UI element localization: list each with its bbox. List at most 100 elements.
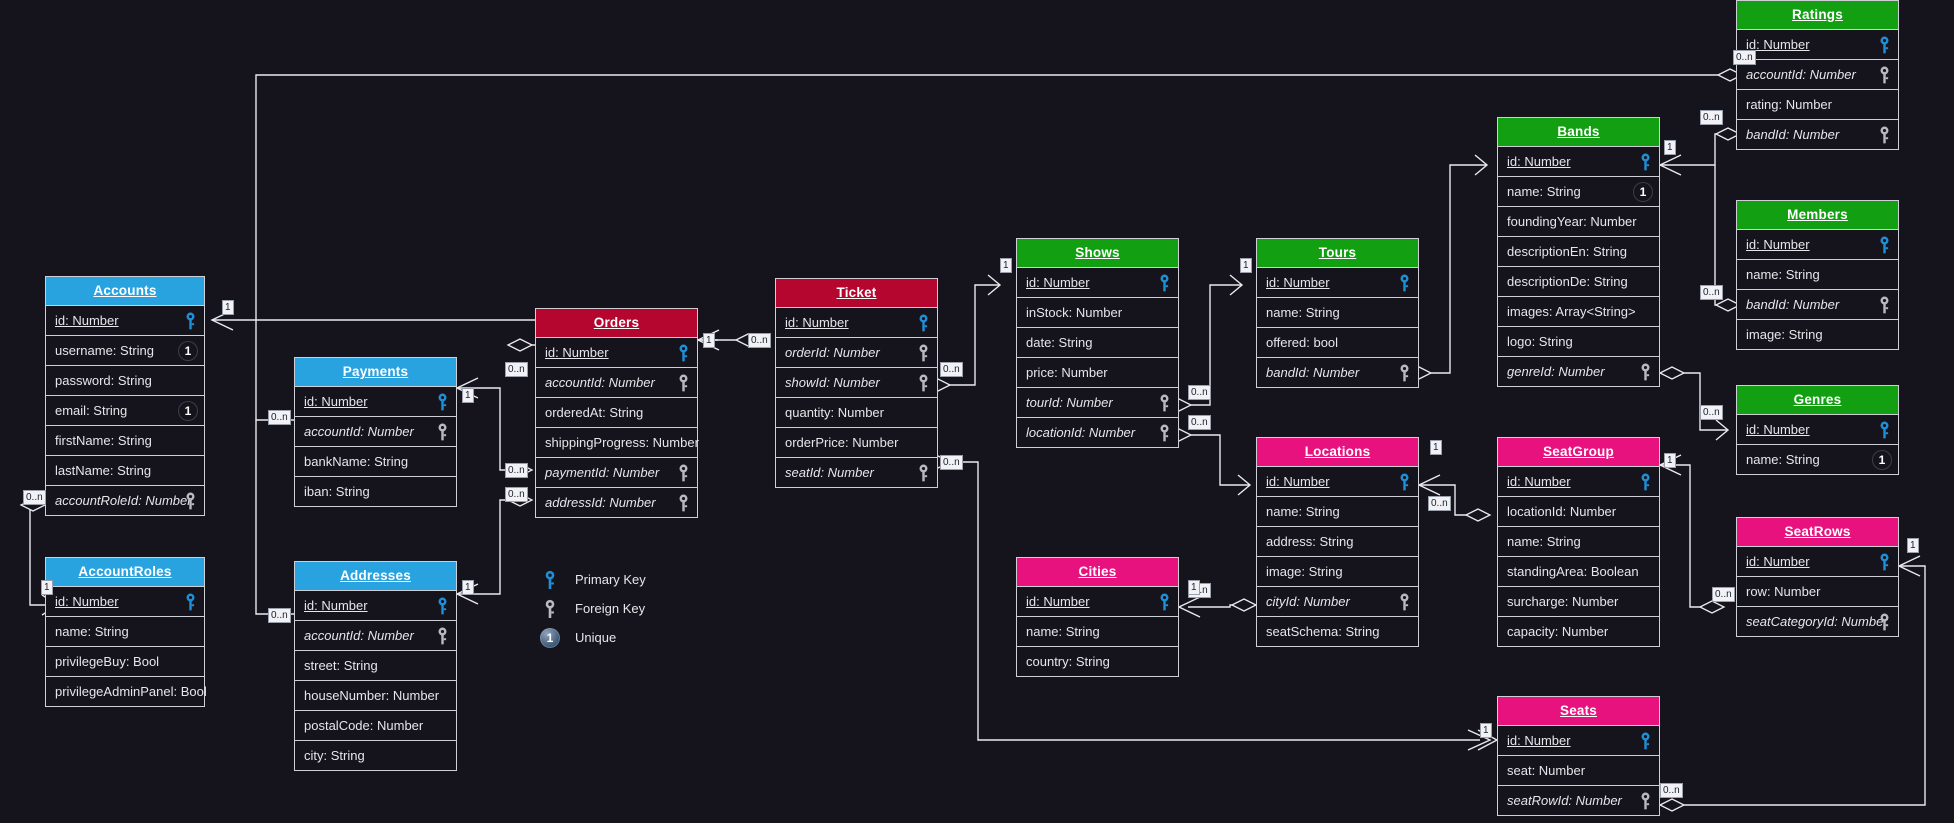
entity-field[interactable]: postalCode: Number xyxy=(295,710,456,740)
entity-field[interactable]: genreId: Number xyxy=(1498,356,1659,386)
entity-field[interactable]: paymentId: Number xyxy=(536,457,697,487)
entity-locations[interactable]: Locations id: Number name: String address: … xyxy=(1256,437,1419,647)
entity-field[interactable]: city: String xyxy=(295,740,456,770)
entity-field[interactable]: accountRoleId: Number xyxy=(46,485,204,515)
entity-addresses[interactable]: Addresses id: Number accountId: Number stre… xyxy=(294,561,457,771)
entity-field[interactable]: offered: bool xyxy=(1257,327,1418,357)
entity-accountroles[interactable]: AccountRoles id: Number name: String privil… xyxy=(45,557,207,707)
entity-field[interactable]: name: String xyxy=(1737,259,1898,289)
entity-field[interactable]: date: String xyxy=(1017,327,1178,357)
entity-field[interactable]: seatRowId: Number xyxy=(1498,785,1659,815)
entity-field[interactable]: orderedAt: String xyxy=(536,397,697,427)
entity-field[interactable]: foundingYear: Number xyxy=(1498,206,1659,236)
entity-field[interactable]: quantity: Number xyxy=(776,397,937,427)
entity-tours[interactable]: Tours id: Number name: String offered: bool… xyxy=(1256,238,1419,388)
entity-field[interactable]: seat: Number xyxy=(1498,755,1659,785)
entity-field[interactable]: seatCategoryId: Number xyxy=(1737,606,1898,636)
entity-field[interactable]: name: String xyxy=(1017,616,1178,646)
entity-field[interactable]: id: Number xyxy=(46,305,204,335)
entity-field[interactable]: houseNumber: Number xyxy=(295,680,456,710)
entity-field[interactable]: country: String xyxy=(1017,646,1178,676)
entity-field[interactable]: id: Number xyxy=(295,590,456,620)
entity-field[interactable]: bandId: Number xyxy=(1737,289,1898,319)
entity-orders[interactable]: Orders id: Number accountId: Number ordered… xyxy=(535,308,699,518)
entity-genres[interactable]: Genres id: Number name: String 1 xyxy=(1736,385,1899,475)
entity-field[interactable]: bankName: String xyxy=(295,446,456,476)
entity-field[interactable]: privilegeAdminPanel: Bool xyxy=(46,676,207,706)
entity-field[interactable]: id: Number xyxy=(1498,725,1659,755)
entity-field[interactable]: id: Number xyxy=(1737,414,1898,444)
entity-field[interactable]: iban: String xyxy=(295,476,456,506)
entity-field[interactable]: seatId: Number xyxy=(776,457,937,487)
entity-field[interactable]: images: Array<String> xyxy=(1498,296,1659,326)
entity-field[interactable]: bandId: Number xyxy=(1737,119,1898,149)
entity-field[interactable]: surcharge: Number xyxy=(1498,586,1659,616)
entity-field[interactable]: name: String xyxy=(1257,496,1418,526)
entity-field[interactable]: descriptionEn: String xyxy=(1498,236,1659,266)
entity-field[interactable]: rating: Number xyxy=(1737,89,1898,119)
entity-field[interactable]: inStock: Number xyxy=(1017,297,1178,327)
entity-field[interactable]: name: String xyxy=(1257,297,1418,327)
entity-field[interactable]: privilegeBuy: Bool xyxy=(46,646,204,676)
entity-field[interactable]: locationId: Number xyxy=(1498,496,1659,526)
entity-field[interactable]: id: Number xyxy=(1017,586,1178,616)
entity-field[interactable]: addressId: Number xyxy=(536,487,697,517)
entity-field[interactable]: shippingProgress: Number xyxy=(536,427,699,457)
entity-field[interactable]: name: String xyxy=(1498,526,1659,556)
entity-field[interactable]: id: Number xyxy=(1257,466,1418,496)
entity-payments[interactable]: Payments id: Number accountId: Number bankN… xyxy=(294,357,457,507)
entity-field[interactable]: id: Number xyxy=(295,386,456,416)
entity-field[interactable]: row: Number xyxy=(1737,576,1898,606)
field-label: id: Number xyxy=(1266,275,1330,290)
entity-field[interactable]: orderPrice: Number xyxy=(776,427,937,457)
entity-field[interactable]: price: Number xyxy=(1017,357,1178,387)
entity-field[interactable]: lastName: String xyxy=(46,455,204,485)
entity-field[interactable]: username: String 1 xyxy=(46,335,204,365)
entity-field[interactable]: email: String 1 xyxy=(46,395,204,425)
entity-ticket[interactable]: Ticket id: Number orderId: Number showId: N… xyxy=(775,278,938,488)
entity-seatgroup[interactable]: SeatGroup id: Number locationId: Number nam… xyxy=(1497,437,1660,647)
entity-members[interactable]: Members id: Number name: String bandId: Num… xyxy=(1736,200,1899,350)
entity-field[interactable]: id: Number xyxy=(1498,146,1659,176)
entity-field[interactable]: id: Number xyxy=(1737,229,1898,259)
entity-field[interactable]: address: String xyxy=(1257,526,1418,556)
entity-field[interactable]: id: Number xyxy=(1737,546,1898,576)
entity-field[interactable]: id: Number xyxy=(1257,267,1418,297)
entity-seatrows[interactable]: SeatRows id: Number row: Number seatCategor… xyxy=(1736,517,1899,637)
entity-field[interactable]: logo: String xyxy=(1498,326,1659,356)
entity-field[interactable]: seatSchema: String xyxy=(1257,616,1418,646)
entity-field[interactable]: accountId: Number xyxy=(295,416,456,446)
entity-field[interactable]: password: String xyxy=(46,365,204,395)
entity-field[interactable]: name: String 1 xyxy=(1737,444,1898,474)
entity-field[interactable]: image: String xyxy=(1737,319,1898,349)
entity-field[interactable]: id: Number xyxy=(1737,29,1898,59)
entity-field[interactable]: image: String xyxy=(1257,556,1418,586)
entity-cities[interactable]: Cities id: Number name: String country: Str… xyxy=(1016,557,1179,677)
entity-field[interactable]: name: String 1 xyxy=(1498,176,1659,206)
entity-field[interactable]: id: Number xyxy=(536,337,697,367)
entity-field[interactable]: accountId: Number xyxy=(1737,59,1898,89)
entity-field[interactable]: accountId: Number xyxy=(536,367,697,397)
entity-field[interactable]: id: Number xyxy=(1017,267,1178,297)
entity-field[interactable]: firstName: String xyxy=(46,425,204,455)
entity-field[interactable]: bandId: Number xyxy=(1257,357,1418,387)
entity-shows[interactable]: Shows id: Number inStock: Number date: Stri… xyxy=(1016,238,1179,448)
entity-field[interactable]: id: Number xyxy=(776,307,937,337)
entity-accounts[interactable]: Accounts id: Number username: String 1 passw… xyxy=(45,276,205,516)
entity-field[interactable]: name: String xyxy=(46,616,204,646)
entity-field[interactable]: tourId: Number xyxy=(1017,387,1178,417)
entity-bands[interactable]: Bands id: Number name: String 1 foundingYear… xyxy=(1497,117,1660,387)
entity-field[interactable]: standingArea: Boolean xyxy=(1498,556,1659,586)
entity-field[interactable]: descriptionDe: String xyxy=(1498,266,1659,296)
entity-field[interactable]: id: Number xyxy=(1498,466,1659,496)
entity-field[interactable]: locationId: Number xyxy=(1017,417,1178,447)
entity-field[interactable]: accountId: Number xyxy=(295,620,456,650)
entity-field[interactable]: showId: Number xyxy=(776,367,937,397)
entity-field[interactable]: orderId: Number xyxy=(776,337,937,367)
entity-field[interactable]: capacity: Number xyxy=(1498,616,1659,646)
entity-field[interactable]: street: String xyxy=(295,650,456,680)
entity-field[interactable]: cityId: Number xyxy=(1257,586,1418,616)
entity-seats[interactable]: Seats id: Number seat: Number seatRowId: Nu… xyxy=(1497,696,1660,816)
entity-ratings[interactable]: Ratings id: Number accountId: Number rating… xyxy=(1736,0,1899,150)
entity-field[interactable]: id: Number xyxy=(46,586,204,616)
